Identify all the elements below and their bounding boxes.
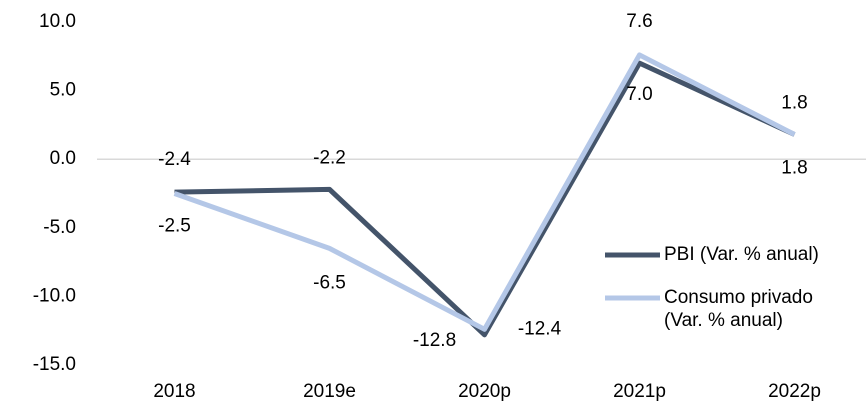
y-tick-label: -5.0 (43, 217, 76, 238)
data-label: 1.8 (781, 158, 807, 179)
data-label: -6.5 (313, 272, 346, 293)
legend-label: Consumo privado (Var. % anual) (664, 287, 813, 331)
y-tick-label: -10.0 (33, 285, 76, 306)
x-tick-label: 2021p (613, 381, 666, 402)
y-tick-label: -15.0 (33, 354, 76, 375)
x-tick-label: 2022p (768, 381, 821, 402)
series-line (173, 52, 796, 332)
series-line (174, 60, 796, 338)
data-label: 7.0 (626, 84, 652, 105)
data-label: 7.6 (626, 11, 652, 32)
x-tick-label: 2020p (458, 381, 511, 402)
data-label: -2.2 (313, 147, 346, 168)
data-label: 1.8 (781, 93, 807, 114)
legend-label: PBI (Var. % anual) (664, 244, 819, 265)
x-tick-label: 2019e (303, 381, 356, 402)
x-tick-label: 2018 (153, 381, 195, 402)
y-tick-label: 5.0 (50, 80, 76, 101)
y-tick-label: 10.0 (39, 11, 76, 32)
data-label: -12.4 (518, 318, 562, 339)
data-label: -2.5 (158, 216, 191, 237)
data-label: -2.4 (158, 149, 191, 170)
y-tick-label: 0.0 (50, 148, 76, 169)
data-label: -12.8 (413, 330, 456, 351)
